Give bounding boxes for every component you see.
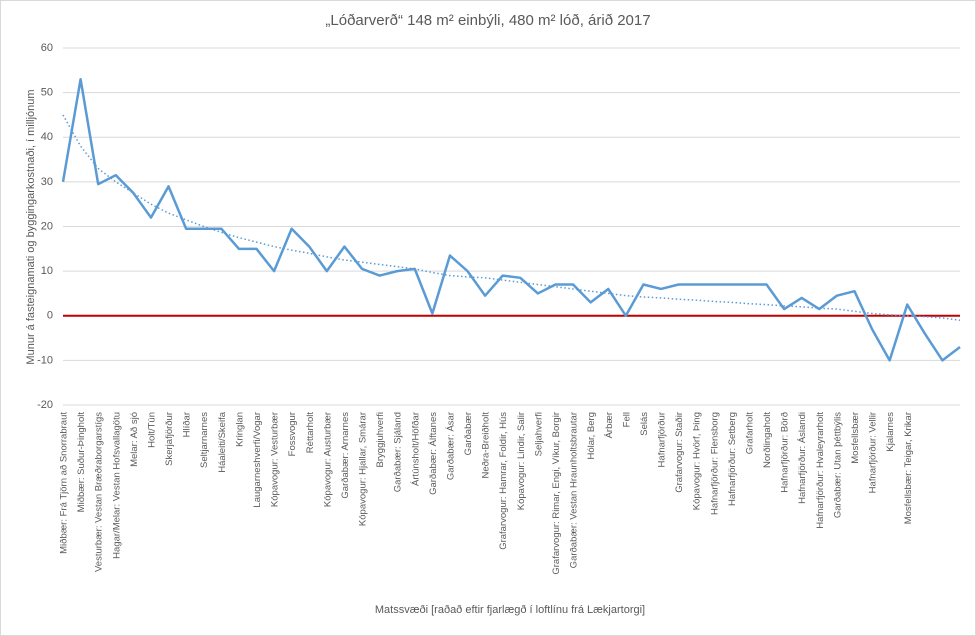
- x-tick-label: Garðabær: Sjáland: [393, 412, 404, 492]
- x-tick-label: Garðabær: Ásar: [445, 412, 456, 480]
- x-tick-label: Hólar, Berg: [586, 412, 597, 460]
- x-tick-label: Kringlan: [234, 412, 245, 447]
- data-line: [61, 77, 961, 362]
- x-tick-label: Laugarneshverfi/Vogar: [252, 412, 263, 508]
- x-tick-label: Hafnarfjörður: Vellir: [868, 412, 879, 493]
- x-tick-label: Grafarholt: [744, 412, 755, 455]
- x-tick-label: Hafnarfjörður: Áslandi: [797, 412, 808, 504]
- x-tick-label: Seltjarnarnes: [199, 412, 210, 468]
- x-tick-label: Kópavogur: Vesturbær: [270, 412, 281, 507]
- x-tick-label: Hlíðar: [182, 412, 193, 437]
- x-tick-label: Hagar/Melar: Vestan Hofsvallagötu: [111, 412, 122, 559]
- x-tick-label: Garðabær: Vestan Hraunholtsbrautar: [569, 412, 580, 568]
- x-tick-label: Árbær: [604, 412, 615, 438]
- y-axis-label: Munur á fasteignamati og byggingarkostna…: [25, 89, 37, 364]
- x-tick-label: Miðbær: Suður-Þingholt: [76, 412, 87, 513]
- x-tick-label: Garðabær: Álftanes: [428, 412, 439, 495]
- x-tick-label: Fossvogur: [287, 412, 298, 456]
- x-tick-label: Grafarvogur: Hamrar, Foldir, Hús: [498, 412, 509, 550]
- x-tick-label: Vesturbær: Vestan Bræðraborgarstígs: [94, 412, 105, 572]
- x-tick-label: Ártúnsholt/Höfðar: [410, 412, 421, 486]
- x-tick-label: Garðabær: Arnarnes: [340, 412, 351, 499]
- x-tick-label: Kópavogur: Hvörf, Þing: [692, 412, 703, 510]
- x-tick-label: Kópavogur: Lindir, Salir: [516, 412, 527, 510]
- x-tick-label: Hafnarfjörður: Hvaleyrarholt: [815, 412, 826, 529]
- x-tick-label: Miðbær: Frá Tjörn að Snorrabraut: [59, 412, 70, 554]
- x-tick-label: Hafnarfjörður: Flensborg: [709, 412, 720, 515]
- x-tick-label: Hafnarfjörður: [657, 412, 668, 467]
- y-tick-label: 60: [41, 42, 53, 54]
- y-tick-label: 0: [47, 310, 53, 322]
- y-tick-label: 40: [41, 131, 53, 143]
- x-tick-label: Fell: [621, 412, 632, 427]
- x-tick-label: Mosfellsbær: [850, 412, 861, 464]
- y-tick-label: 20: [41, 220, 53, 232]
- chart-title: „Lóðarverð“ 148 m² einbýli, 480 m² lóð, …: [325, 12, 650, 29]
- x-tick-label: Hafnarfjörður: Börð: [780, 412, 791, 493]
- x-tick-label: Grafarvogur: Staðir: [674, 412, 685, 493]
- x-tick-label: Kjalarnes: [885, 412, 896, 452]
- x-tick-label: Grafarvogur: Rimar, Engi, Víkur, Borgir: [551, 412, 562, 575]
- x-tick-label: Garðabær: [463, 412, 474, 455]
- y-tick-label: 10: [41, 265, 53, 277]
- x-axis-label: Matssvæði [raðað eftir fjarlægð í loftlí…: [375, 604, 645, 616]
- x-tick-label: Norðlingaholt: [762, 412, 773, 468]
- x-tick-label: Selás: [639, 412, 650, 436]
- x-tick-label: Neðra-Breiðholt: [481, 412, 492, 479]
- y-tick-label: 50: [41, 87, 53, 99]
- x-tick-label: Bryggjuhverfi: [375, 412, 386, 467]
- x-tick-label: Hafnarfjörður: Setberg: [727, 412, 738, 506]
- x-tick-label: Kópavogur: Austurbær: [322, 412, 333, 507]
- x-tick-label: Kópavogur: Hjallar, Smárar: [358, 412, 369, 526]
- x-tick-label: Holt/Tún: [146, 412, 157, 448]
- y-tick-label: -10: [37, 354, 53, 366]
- x-tick-label: Garðabær: Utan þéttbýlis: [832, 412, 843, 518]
- x-tick-label: Mosfellsbær: Teigar, Krikar: [903, 412, 914, 524]
- y-tick-label: -20: [37, 399, 53, 411]
- x-tick-label: Seljahverfi: [533, 412, 544, 456]
- y-tick-label: 30: [41, 176, 53, 188]
- x-tick-label: Háaleiti/Skeifa: [217, 411, 228, 472]
- x-tick-label: Melar: Að sjó: [129, 412, 140, 467]
- x-tick-label: Réttarholt: [305, 412, 316, 454]
- x-tick-label: Skerjafjörður: [164, 412, 175, 466]
